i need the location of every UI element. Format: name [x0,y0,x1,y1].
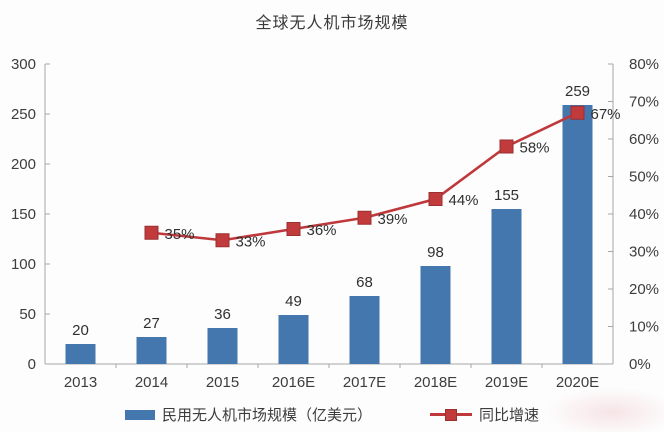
growth-value-label: 39% [378,211,408,228]
x-category-label: 2015 [206,374,239,391]
left-axis-tick-label: 0 [28,356,36,373]
bar-value-label: 155 [494,187,519,204]
right-axis-tick-label: 20% [629,281,659,298]
legend: 民用无人机市场规模（亿美元） 同比增速 [0,404,664,425]
growth-value-label: 33% [236,233,266,250]
growth-value-label: 67% [591,106,621,123]
bar-value-label: 49 [285,293,302,310]
right-axis-tick-label: 40% [629,206,659,223]
x-category-label: 2018E [414,374,457,391]
right-axis-tick-label: 30% [629,244,659,261]
bar-value-label: 20 [72,322,89,339]
growth-value-label: 44% [449,192,479,209]
right-axis-tick-label: 60% [629,131,659,148]
growth-value-label: 36% [307,222,337,239]
square-marker-icon [445,408,457,421]
bar [349,296,380,364]
left-axis-tick-label: 300 [11,56,36,73]
right-axis-tick-label: 10% [629,319,659,336]
left-axis-tick-label: 200 [11,156,36,173]
right-axis-tick-label: 80% [629,56,659,73]
right-axis-tick-label: 50% [629,169,659,186]
x-category-label: 2017E [343,374,386,391]
line-square-marker [570,105,585,120]
x-category-label: 2020E [556,374,599,391]
left-axis-tick-label: 50 [19,306,36,323]
x-category-label: 2014 [135,374,168,391]
bar-value-label: 98 [427,244,444,261]
bar [65,344,96,364]
line-square-marker [428,192,443,206]
bar-value-label: 27 [143,315,160,332]
bar-series-swatch [124,409,155,420]
line-series-swatch [430,408,472,421]
bar-value-label: 259 [565,83,590,100]
line-square-marker [215,233,230,248]
legend-label-growth-rate: 同比增速 [479,407,540,424]
bar [278,315,309,364]
left-axis-tick-label: 250 [11,106,36,123]
legend-label-market-size: 民用无人机市场规模（亿美元） [161,407,372,424]
line-square-marker [499,139,514,154]
right-axis-tick-label: 0% [629,356,651,373]
growth-value-label: 58% [520,140,550,157]
left-axis-tick-label: 100 [11,256,36,273]
left-axis-tick-label: 150 [11,206,36,223]
bar [491,209,522,364]
growth-value-label: 35% [165,226,195,243]
legend-item-growth-rate: 同比增速 [430,404,539,425]
x-category-label: 2019E [485,374,528,391]
x-category-label: 2016E [272,374,315,391]
line-square-marker [357,210,372,225]
bar-value-label: 68 [356,274,373,291]
bar [420,266,451,364]
bar-value-label: 36 [214,306,231,323]
x-category-label: 2013 [64,374,97,391]
legend-item-market-size: 民用无人机市场规模（亿美元） [124,404,372,425]
right-axis-tick-label: 70% [629,94,659,111]
line-square-marker [286,222,301,236]
bar [562,105,593,364]
bar [136,337,167,364]
chart-title: 全球无人机市场规模 [255,15,409,32]
bar [207,328,238,364]
line-square-marker [144,225,159,240]
